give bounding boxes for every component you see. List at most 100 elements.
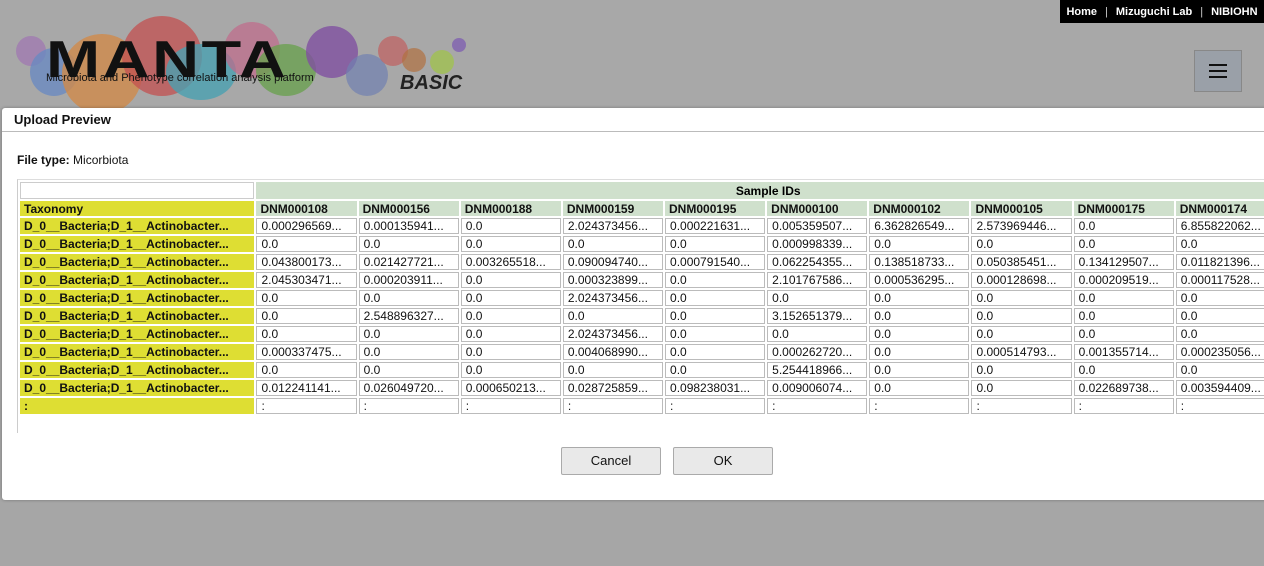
value-cell: 0.0 [869, 308, 970, 324]
value-cell: 0.0 [256, 362, 357, 378]
table-row: D_0__Bacteria;D_1__Actinobacter... 0.0 0.0… [20, 362, 1264, 378]
ellipsis-value-cell: : [971, 398, 1072, 414]
ellipsis-taxonomy-cell: : [20, 398, 255, 414]
hamburger-icon [1209, 70, 1227, 72]
value-cell: 6.855822062... [1175, 218, 1264, 234]
value-cell: 0.000337475... [256, 344, 357, 360]
value-cell: 2.573969446... [971, 218, 1072, 234]
taxonomy-cell: D_0__Bacteria;D_1__Actinobacter... [20, 254, 255, 270]
value-cell: 0.0 [1175, 308, 1264, 324]
value-cell: 0.0 [665, 308, 766, 324]
value-cell: 0.000262720... [767, 344, 868, 360]
value-cell: 0.0 [767, 326, 868, 342]
nibiohn-link[interactable]: NIBIOHN [1211, 5, 1258, 18]
dialog-title: Upload Preview [2, 108, 1264, 132]
value-cell: 0.0 [358, 344, 459, 360]
value-cell: 0.0 [971, 308, 1072, 324]
value-cell: 0.0 [358, 326, 459, 342]
sample-id-header: DNM000188 [460, 201, 561, 216]
taxonomy-cell: D_0__Bacteria;D_1__Actinobacter... [20, 272, 255, 288]
value-cell: 0.0 [562, 308, 664, 324]
value-cell: 0.003594409... [1175, 380, 1264, 396]
value-cell: 0.000135941... [358, 218, 459, 234]
hamburger-menu-button[interactable] [1194, 50, 1242, 92]
ellipsis-value-cell: : [562, 398, 664, 414]
value-cell: 0.0 [460, 308, 561, 324]
value-cell: 2.101767586... [767, 272, 868, 288]
value-cell: 0.026049720... [358, 380, 459, 396]
value-cell: 0.0 [1175, 362, 1264, 378]
value-cell: 0.0 [1073, 308, 1174, 324]
value-cell: 0.012241141... [256, 380, 357, 396]
value-cell: 0.0 [767, 290, 868, 306]
mizuguchi-lab-link[interactable]: Mizuguchi Lab [1115, 5, 1193, 18]
table-row: D_0__Bacteria;D_1__Actinobacter... 0.0003… [20, 344, 1264, 360]
hamburger-icon [1209, 64, 1227, 66]
value-cell: 0.000791540... [665, 254, 766, 270]
cancel-button[interactable]: Cancel [561, 447, 661, 475]
preview-table: Sample IDs Taxonomy DNM000108 DNM000156 DN… [18, 180, 1264, 416]
home-link[interactable]: Home [1066, 5, 1097, 18]
sample-id-header: DNM000156 [358, 201, 459, 216]
value-cell: 0.0 [971, 326, 1072, 342]
ellipsis-value-cell: : [256, 398, 357, 414]
value-cell: 0.000203911... [358, 272, 459, 288]
value-cell: 0.0 [665, 362, 766, 378]
value-cell: 0.0 [256, 236, 357, 252]
value-cell: 0.0 [460, 362, 561, 378]
value-cell: 0.000650213... [460, 380, 561, 396]
ok-button[interactable]: OK [673, 447, 773, 475]
value-cell: 0.028725859... [562, 380, 664, 396]
logo-bubble [452, 38, 466, 52]
logo-subtitle: Microbiota and Phenotype correlation ana… [46, 72, 314, 84]
value-cell: 0.0 [869, 380, 970, 396]
taxonomy-cell: D_0__Bacteria;D_1__Actinobacter... [20, 218, 255, 234]
value-cell: 0.0 [665, 236, 766, 252]
value-cell: 2.024373456... [562, 290, 664, 306]
logo-title: MANTA [46, 31, 289, 89]
value-cell: 0.000117528... [1175, 272, 1264, 288]
value-cell: 0.0 [869, 236, 970, 252]
value-cell: 0.0 [562, 236, 664, 252]
file-type-label: File type: [17, 153, 70, 167]
value-cell: 0.0 [971, 290, 1072, 306]
value-cell: 0.0 [1175, 290, 1264, 306]
value-cell: 0.005359507... [767, 218, 868, 234]
table-row: D_0__Bacteria;D_1__Actinobacter... 0.0 0.0… [20, 236, 1264, 252]
taxonomy-cell: D_0__Bacteria;D_1__Actinobacter... [20, 290, 255, 306]
value-cell: 0.138518733... [869, 254, 970, 270]
logo-edition: BASIC [400, 72, 463, 94]
ellipsis-value-cell: : [869, 398, 970, 414]
value-cell: 2.045303471... [256, 272, 357, 288]
taxonomy-cell: D_0__Bacteria;D_1__Actinobacter... [20, 326, 255, 342]
table-row: D_0__Bacteria;D_1__Actinobacter... 2.0453… [20, 272, 1264, 288]
value-cell: 0.001355714... [1073, 344, 1174, 360]
table-row: D_0__Bacteria;D_1__Actinobacter... 0.0 2.5… [20, 308, 1264, 324]
value-cell: 0.0 [665, 272, 766, 288]
value-cell: 2.024373456... [562, 326, 664, 342]
preview-table-container[interactable]: Sample IDs Taxonomy DNM000108 DNM000156 DN… [17, 179, 1264, 433]
value-cell: 0.004068990... [562, 344, 664, 360]
file-type: File type: Micorbiota [17, 153, 128, 167]
value-cell: 0.022689738... [1073, 380, 1174, 396]
link-separator: | [1200, 5, 1204, 18]
value-cell: 0.0 [460, 236, 561, 252]
table-row: D_0__Bacteria;D_1__Actinobacter... 0.0 0.0… [20, 290, 1264, 306]
value-cell: 0.0 [358, 236, 459, 252]
taxonomy-header: Taxonomy [20, 201, 255, 216]
upload-preview-dialog: Upload Preview File type: Micorbiota Sam… [2, 108, 1264, 500]
ellipsis-value-cell: : [665, 398, 766, 414]
corner-cell [20, 182, 255, 199]
ellipsis-value-cell: : [358, 398, 459, 414]
value-cell: 0.0 [665, 344, 766, 360]
value-cell: 0.009006074... [767, 380, 868, 396]
value-cell: 0.000514793... [971, 344, 1072, 360]
value-cell: 0.043800173... [256, 254, 357, 270]
value-cell: 0.098238031... [665, 380, 766, 396]
logo-bubble [430, 50, 454, 74]
value-cell: 0.0 [460, 344, 561, 360]
value-cell: 0.0 [665, 326, 766, 342]
taxonomy-cell: D_0__Bacteria;D_1__Actinobacter... [20, 362, 255, 378]
manta-logo[interactable]: MANTA Microbiota and Phenotype correlati… [16, 14, 476, 114]
top-links: Home | Mizuguchi Lab | NIBIOHN [1060, 0, 1264, 23]
